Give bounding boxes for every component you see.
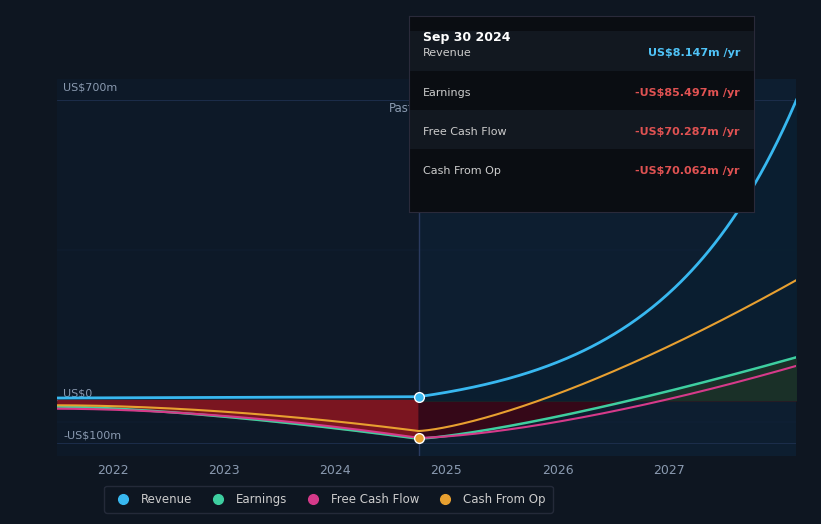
Text: Sep 30 2024: Sep 30 2024 (423, 31, 510, 45)
Bar (419, 79, 796, 456)
Text: -US$100m: -US$100m (63, 431, 122, 441)
Text: Cash From Op: Cash From Op (423, 166, 501, 177)
Text: Revenue: Revenue (423, 48, 471, 59)
Legend: Revenue, Earnings, Free Cash Flow, Cash From Op: Revenue, Earnings, Free Cash Flow, Cash … (104, 486, 553, 513)
Bar (409, 71, 754, 114)
Text: -US$70.287m /yr: -US$70.287m /yr (635, 127, 740, 137)
Bar (409, 110, 754, 154)
Bar (57, 79, 419, 456)
Text: Past: Past (388, 102, 413, 115)
Bar (409, 31, 754, 75)
Text: US$8.147m /yr: US$8.147m /yr (648, 48, 740, 59)
Text: Earnings: Earnings (423, 88, 471, 98)
Text: Free Cash Flow: Free Cash Flow (423, 127, 507, 137)
Text: -US$85.497m /yr: -US$85.497m /yr (635, 88, 740, 98)
Text: Analysts Forecasts: Analysts Forecasts (424, 102, 534, 115)
Text: US$700m: US$700m (63, 82, 117, 92)
Bar (409, 149, 754, 193)
Text: -US$70.062m /yr: -US$70.062m /yr (635, 166, 740, 177)
Text: US$0: US$0 (63, 388, 92, 398)
